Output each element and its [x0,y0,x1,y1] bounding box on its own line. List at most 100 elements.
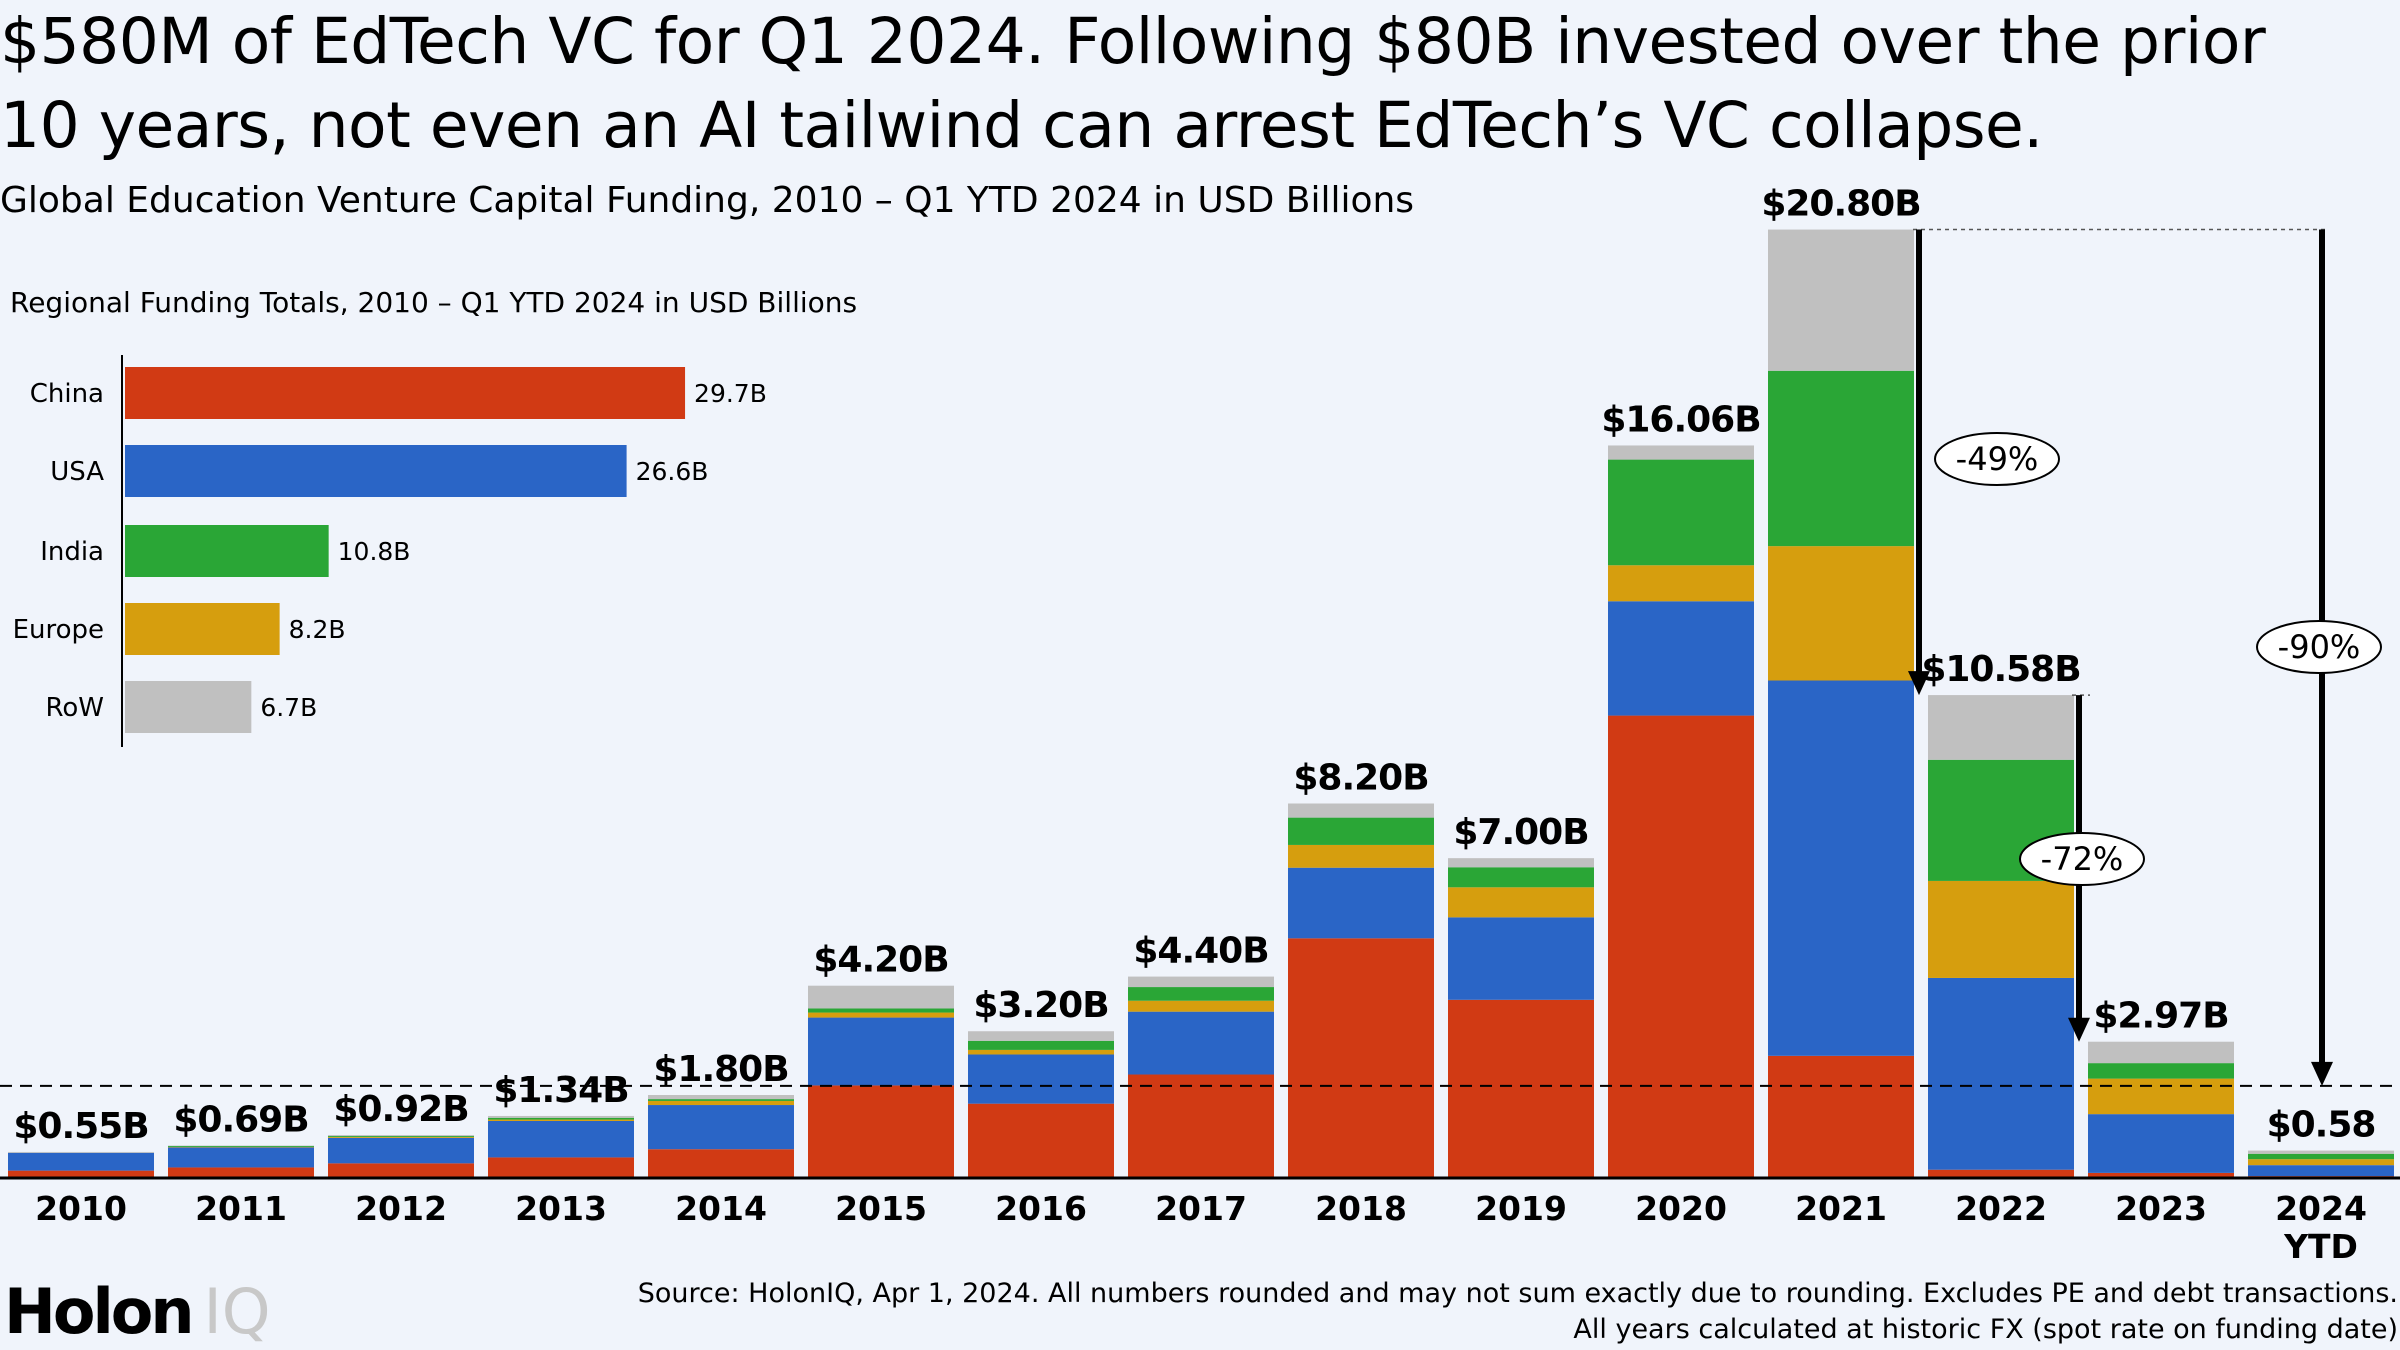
bar-segment-usa-2015 [808,1017,954,1086]
arrow-head-icon [2068,1017,2090,1042]
bar-segment-india-2019 [1448,867,1594,888]
inset-category-label: Europe [13,615,104,645]
annotation-bubble [2019,832,2145,886]
x-tick-label-2014: 2014 [675,1189,767,1228]
chart-title-line1: $580M of EdTech VC for Q1 2024. Followin… [0,5,2266,78]
x-tick-label-2012: 2012 [355,1189,447,1228]
data-label-2023: $2.97B [2093,996,2228,1037]
bar-segment-india-2020 [1608,459,1754,566]
bar-segment-row-2020 [1608,445,1754,460]
bar-segment-india-2015 [808,1008,954,1013]
x-tick-label-2020: 2020 [1635,1189,1727,1228]
bar-segment-india-2011 [168,1146,314,1147]
data-label-2024: $0.58 [2267,1105,2376,1146]
bar-segment-row-2010 [8,1151,154,1153]
bar-segment-row-2023 [2088,1041,2234,1064]
x-tick-label-2011: 2011 [195,1189,287,1228]
bar-segment-usa-2011 [168,1147,314,1168]
bar-segment-india-2012 [328,1136,474,1137]
bar-segment-china-2023 [2088,1172,2234,1177]
bar-segment-europe-2018 [1288,844,1434,868]
annotations: -49% -72% -90% [1908,228,2382,1086]
data-label-2010: $0.55B [13,1106,148,1147]
x-tick-label-2019: 2019 [1475,1189,1567,1228]
annotation-bubble [2256,620,2382,674]
annotation-bubble [1934,432,2060,486]
data-label-2012: $0.92B [333,1089,468,1130]
data-label-2017: $4.40B [1133,931,1268,972]
x-tick-label-2023: 2023 [2115,1189,2207,1228]
bar-segment-europe-2023 [2088,1078,2234,1115]
bar-segment-europe-2020 [1608,565,1754,602]
arrow-head-icon [1908,671,1930,696]
annotation-label: -72% [2041,840,2124,878]
bar-segment-usa-2024 [2248,1165,2394,1177]
bar-segment-india-2013 [488,1117,634,1120]
inset-value-label: 26.6B [636,457,709,486]
inset-category-label: USA [50,457,104,487]
bar-segment-europe-2015 [808,1012,954,1018]
stacked-bars: $0.55B 2010 $0.69B 2011 $0.92B 2012 $1.34B 2013… [0,184,2400,1266]
bar-segment-china-2013 [488,1157,634,1177]
x-tick-label-2013: 2013 [515,1189,607,1228]
data-label-2014: $1.80B [653,1049,788,1090]
bar-segment-china-2022 [1928,1169,2074,1177]
inset-value-label: 29.7B [694,379,767,408]
bar-segment-india-2018 [1288,817,1434,845]
chart-title-line2: 10 years, not even an AI tailwind can ar… [0,89,2043,162]
bar-segment-india-2014 [648,1099,794,1101]
bar-segment-usa-2023 [2088,1114,2234,1173]
bar-segment-row-2022 [1928,695,2074,760]
x-tick-label-2010: 2010 [35,1189,127,1228]
chart-subtitle: Global Education Venture Capital Funding… [0,180,1415,221]
bar-segment-row-2024 [2248,1150,2394,1154]
source-note: Source: HolonIQ, Apr 1, 2024. All number… [637,1278,2398,1309]
bar-segment-india-2024 [2248,1153,2394,1160]
bar-segment-usa-2014 [648,1105,794,1150]
bar-segment-china-2012 [328,1163,474,1177]
bar-segment-china-2016 [968,1103,1114,1177]
inset-bar-china [125,367,686,419]
bar-segment-row-2016 [968,1031,1114,1041]
inset-value-label: 6.7B [260,693,317,722]
bar-segment-usa-2020 [1608,601,1754,716]
bar-segment-usa-2022 [1928,977,2074,1170]
bar-segment-india-2021 [1768,370,1914,547]
inset-category-label: China [30,379,104,409]
bar-segment-row-2021 [1768,229,1914,371]
bar-segment-usa-2012 [328,1137,474,1164]
bar-segment-europe-2013 [488,1119,634,1121]
bar-segment-india-2017 [1128,987,1274,1001]
data-label-2022: $10.58B [1921,649,2080,690]
bar-segment-usa-2021 [1768,680,1914,1056]
x-tick-label-2016: 2016 [995,1189,1087,1228]
holoniq-logo: Holon IQ [4,1275,271,1348]
bar-segment-china-2020 [1608,715,1754,1177]
x-tick-label-2018: 2018 [1315,1189,1407,1228]
bar-segment-row-2018 [1288,803,1434,818]
bar-segment-china-2011 [168,1167,314,1177]
bar-segment-row-2015 [808,985,954,1009]
bar-segment-europe-2021 [1768,546,1914,681]
logo-main: Holon [4,1275,194,1348]
annotation-label: -49% [1956,440,2039,478]
bar-segment-europe-2014 [648,1100,794,1106]
bar-segment-row-2019 [1448,858,1594,868]
bar-segment-china-2018 [1288,938,1434,1177]
bar-segment-usa-2010 [8,1152,154,1171]
inset-bar-europe [125,603,280,655]
x-tick-label-2022: 2022 [1955,1189,2047,1228]
x-tick-label-2024: 2024 [2275,1189,2367,1228]
inset-value-label: 10.8B [338,537,411,566]
x-tick-label-2017: 2017 [1155,1189,1247,1228]
data-label-2021: $20.80B [1761,184,1920,225]
bar-segment-row-2012 [328,1135,474,1137]
bar-segment-usa-2016 [968,1054,1114,1104]
bar-segment-europe-2024 [2248,1159,2394,1166]
bar-segment-china-2019 [1448,999,1594,1177]
bar-segment-china-2015 [808,1085,954,1177]
bar-segment-europe-2012 [328,1136,474,1138]
inset-bar-row [125,681,252,733]
data-label-2019: $7.00B [1453,812,1588,853]
